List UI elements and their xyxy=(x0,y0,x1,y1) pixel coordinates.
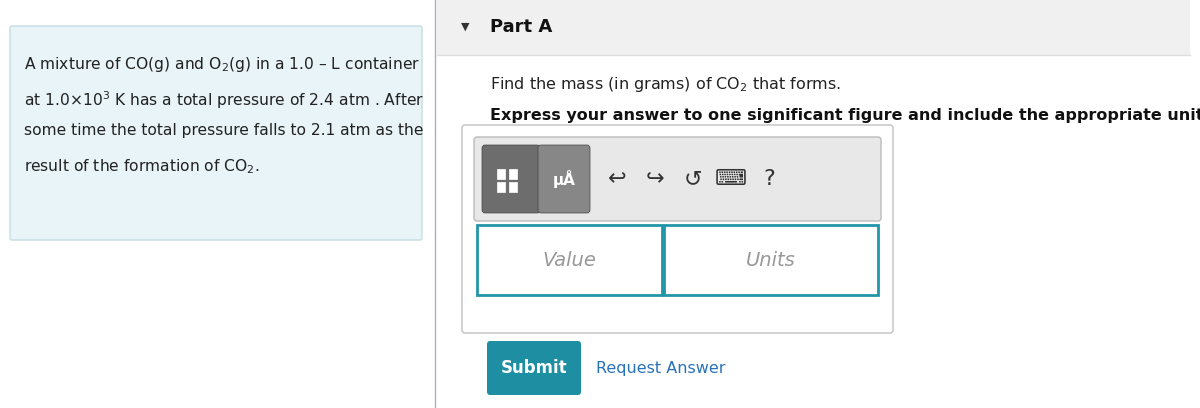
Text: μÅ: μÅ xyxy=(552,170,576,188)
FancyBboxPatch shape xyxy=(478,225,662,295)
Text: some time the total pressure falls to 2.1 atm as the: some time the total pressure falls to 2.… xyxy=(24,123,424,138)
Text: A mixture of $\mathregular{CO(g)}$ and $\mathregular{O_2(g)}$ in a 1.0 – L conta: A mixture of $\mathregular{CO(g)}$ and $… xyxy=(24,55,420,74)
Text: Submit: Submit xyxy=(500,359,568,377)
Text: Express your answer to one significant figure and include the appropriate units.: Express your answer to one significant f… xyxy=(490,108,1200,123)
FancyBboxPatch shape xyxy=(462,125,893,333)
FancyBboxPatch shape xyxy=(538,145,590,213)
FancyBboxPatch shape xyxy=(664,225,878,295)
FancyBboxPatch shape xyxy=(482,145,540,213)
Text: Find the mass (in grams) of $\mathregular{CO_2}$ that forms.: Find the mass (in grams) of $\mathregula… xyxy=(490,75,841,94)
Text: ↩: ↩ xyxy=(607,169,626,189)
Text: ↪: ↪ xyxy=(646,169,665,189)
Text: Request Answer: Request Answer xyxy=(596,361,726,375)
Text: ▼: ▼ xyxy=(461,22,469,32)
FancyBboxPatch shape xyxy=(10,26,422,240)
FancyBboxPatch shape xyxy=(509,182,517,192)
Text: result of the formation of $\mathregular{CO_2}$.: result of the formation of $\mathregular… xyxy=(24,157,259,176)
FancyBboxPatch shape xyxy=(437,0,1190,55)
Text: ⌨: ⌨ xyxy=(715,169,748,189)
FancyBboxPatch shape xyxy=(497,182,505,192)
FancyBboxPatch shape xyxy=(487,341,581,395)
Text: at 1.0×10$\mathregular{^3}$ K has a total pressure of 2.4 atm . After: at 1.0×10$\mathregular{^3}$ K has a tota… xyxy=(24,89,424,111)
Text: ↺: ↺ xyxy=(684,169,702,189)
FancyBboxPatch shape xyxy=(474,137,881,221)
Text: Units: Units xyxy=(746,251,796,270)
Text: Value: Value xyxy=(542,251,596,270)
Text: Part A: Part A xyxy=(490,18,552,36)
FancyBboxPatch shape xyxy=(497,169,505,179)
FancyBboxPatch shape xyxy=(509,169,517,179)
Text: ?: ? xyxy=(763,169,775,189)
